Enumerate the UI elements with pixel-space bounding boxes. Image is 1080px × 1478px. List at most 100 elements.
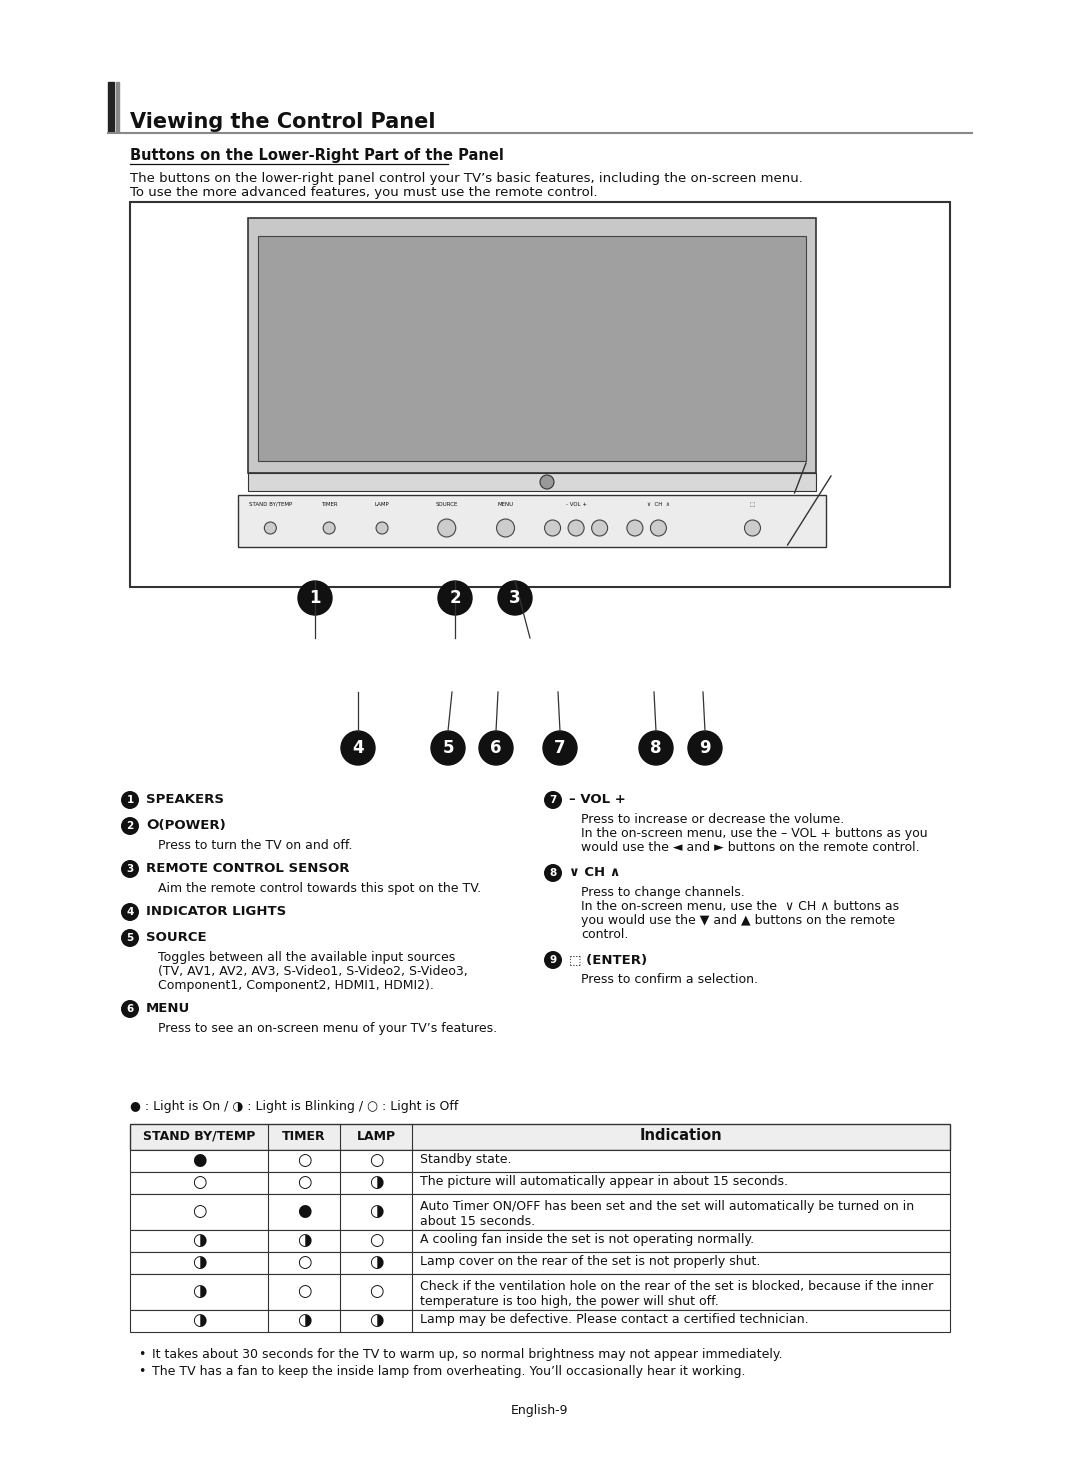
Text: English-9: English-9 (511, 1404, 569, 1417)
Text: MENU: MENU (498, 503, 514, 507)
Bar (130, 1172, 950, 1194)
Text: Press to confirm a selection.: Press to confirm a selection. (581, 973, 758, 986)
Bar (116, 81, 119, 132)
Circle shape (438, 581, 472, 615)
Text: Press to change channels.: Press to change channels. (581, 885, 745, 899)
Circle shape (431, 732, 465, 766)
Text: 7: 7 (550, 795, 556, 806)
Circle shape (265, 522, 276, 534)
Bar (258, 236, 806, 461)
Circle shape (298, 581, 332, 615)
Text: ◑: ◑ (192, 1311, 206, 1329)
Text: MENU: MENU (146, 1002, 190, 1015)
Text: Lamp may be defective. Please contact a certified technician.: Lamp may be defective. Please contact a … (420, 1314, 809, 1326)
Text: ⬚: ⬚ (750, 503, 755, 507)
Text: Component1, Component2, HDMI1, HDMI2).: Component1, Component2, HDMI1, HDMI2). (158, 978, 434, 992)
Circle shape (544, 950, 562, 970)
Text: 8: 8 (550, 868, 556, 878)
Text: In the on-screen menu, use the  ∨ CH ∧ buttons as: In the on-screen menu, use the ∨ CH ∧ bu… (581, 900, 900, 913)
Text: The TV has a fan to keep the inside lamp from overheating. You’ll occasionally h: The TV has a fan to keep the inside lamp… (152, 1366, 745, 1377)
Bar (130, 1230, 950, 1252)
Text: ○: ○ (297, 1174, 311, 1191)
Text: •: • (138, 1348, 146, 1361)
Text: – VOL +: – VOL + (569, 794, 625, 806)
Text: 7: 7 (554, 739, 566, 757)
Circle shape (323, 522, 335, 534)
Text: INDICATOR LIGHTS: INDICATOR LIGHTS (146, 905, 286, 918)
Text: ○: ○ (368, 1281, 383, 1301)
Bar (130, 1194, 950, 1230)
Circle shape (121, 930, 139, 947)
Text: LAMP: LAMP (375, 503, 390, 507)
Text: LAMP: LAMP (356, 1129, 395, 1142)
Text: you would use the ▼ and ▲ buttons on the remote: you would use the ▼ and ▲ buttons on the… (581, 913, 895, 927)
Text: 8: 8 (650, 739, 662, 757)
Text: 3: 3 (126, 865, 134, 873)
Circle shape (121, 791, 139, 808)
Text: control.: control. (581, 928, 629, 941)
Text: ○: ○ (297, 1253, 311, 1271)
Text: ◑: ◑ (192, 1231, 206, 1249)
Text: Viewing the Control Panel: Viewing the Control Panel (130, 112, 435, 132)
Circle shape (498, 581, 532, 615)
Text: 9: 9 (699, 739, 711, 757)
Text: ○: ○ (192, 1174, 206, 1191)
Text: STAND BY/TEMP: STAND BY/TEMP (143, 1129, 255, 1142)
Text: STAND BY/TEMP: STAND BY/TEMP (248, 503, 292, 507)
Text: would use the ◄ and ► buttons on the remote control.: would use the ◄ and ► buttons on the rem… (581, 841, 920, 854)
Text: ○: ○ (368, 1231, 383, 1249)
Circle shape (543, 732, 577, 766)
Text: ◑: ◑ (368, 1174, 383, 1191)
Bar (238, 495, 826, 547)
Text: Toggles between all the available input sources: Toggles between all the available input … (158, 950, 456, 964)
Text: 2: 2 (126, 820, 134, 831)
Bar (248, 217, 816, 473)
Circle shape (121, 1001, 139, 1018)
Text: •: • (138, 1366, 146, 1377)
Circle shape (744, 520, 760, 537)
Circle shape (376, 522, 388, 534)
Text: ◑: ◑ (297, 1311, 311, 1329)
Bar (108, 81, 114, 132)
Circle shape (688, 732, 723, 766)
Circle shape (437, 519, 456, 537)
Text: Press to increase or decrease the volume.: Press to increase or decrease the volume… (581, 813, 845, 826)
Bar (130, 1274, 950, 1310)
Bar (248, 473, 816, 491)
Text: SOURCE: SOURCE (146, 931, 206, 944)
Text: In the on-screen menu, use the – VOL + buttons as you: In the on-screen menu, use the – VOL + b… (581, 828, 928, 840)
Text: TIMER: TIMER (321, 503, 337, 507)
Circle shape (497, 519, 514, 537)
Text: ◑: ◑ (192, 1253, 206, 1271)
Text: The picture will automatically appear in about 15 seconds.: The picture will automatically appear in… (420, 1175, 788, 1188)
Text: 6: 6 (126, 1004, 134, 1014)
Text: REMOTE CONTROL SENSOR: REMOTE CONTROL SENSOR (146, 862, 350, 875)
Text: ◑: ◑ (297, 1231, 311, 1249)
Circle shape (540, 474, 554, 489)
Text: 3: 3 (509, 590, 521, 607)
Bar (130, 1310, 950, 1332)
Text: Buttons on the Lower-Right Part of the Panel: Buttons on the Lower-Right Part of the P… (130, 148, 504, 163)
Circle shape (650, 520, 666, 537)
Text: Standby state.: Standby state. (420, 1153, 512, 1166)
Text: ●: ● (297, 1202, 311, 1219)
Circle shape (121, 817, 139, 835)
Text: It takes about 30 seconds for the TV to warm up, so normal brightness may not ap: It takes about 30 seconds for the TV to … (152, 1348, 783, 1361)
Text: 4: 4 (126, 907, 134, 916)
Text: SOURCE: SOURCE (435, 503, 458, 507)
Circle shape (121, 860, 139, 878)
Text: Auto Timer ON/OFF has been set and the set will automatically be turned on in: Auto Timer ON/OFF has been set and the s… (420, 1200, 914, 1213)
Text: To use the more advanced features, you must use the remote control.: To use the more advanced features, you m… (130, 186, 597, 200)
Text: Press to see an on-screen menu of your TV’s features.: Press to see an on-screen menu of your T… (158, 1021, 497, 1035)
Text: ◑: ◑ (192, 1281, 206, 1301)
Text: (TV, AV1, AV2, AV3, S-Video1, S-Video2, S-Video3,: (TV, AV1, AV2, AV3, S-Video1, S-Video2, … (158, 965, 468, 978)
Text: 2: 2 (449, 590, 461, 607)
Text: Check if the ventilation hole on the rear of the set is blocked, because if the : Check if the ventilation hole on the rea… (420, 1280, 933, 1293)
Text: ∨ CH ∧: ∨ CH ∧ (569, 866, 621, 879)
Bar (130, 202, 950, 587)
Text: 1: 1 (126, 795, 134, 806)
Circle shape (544, 791, 562, 808)
Circle shape (592, 520, 608, 537)
Circle shape (568, 520, 584, 537)
Bar (130, 1252, 950, 1274)
